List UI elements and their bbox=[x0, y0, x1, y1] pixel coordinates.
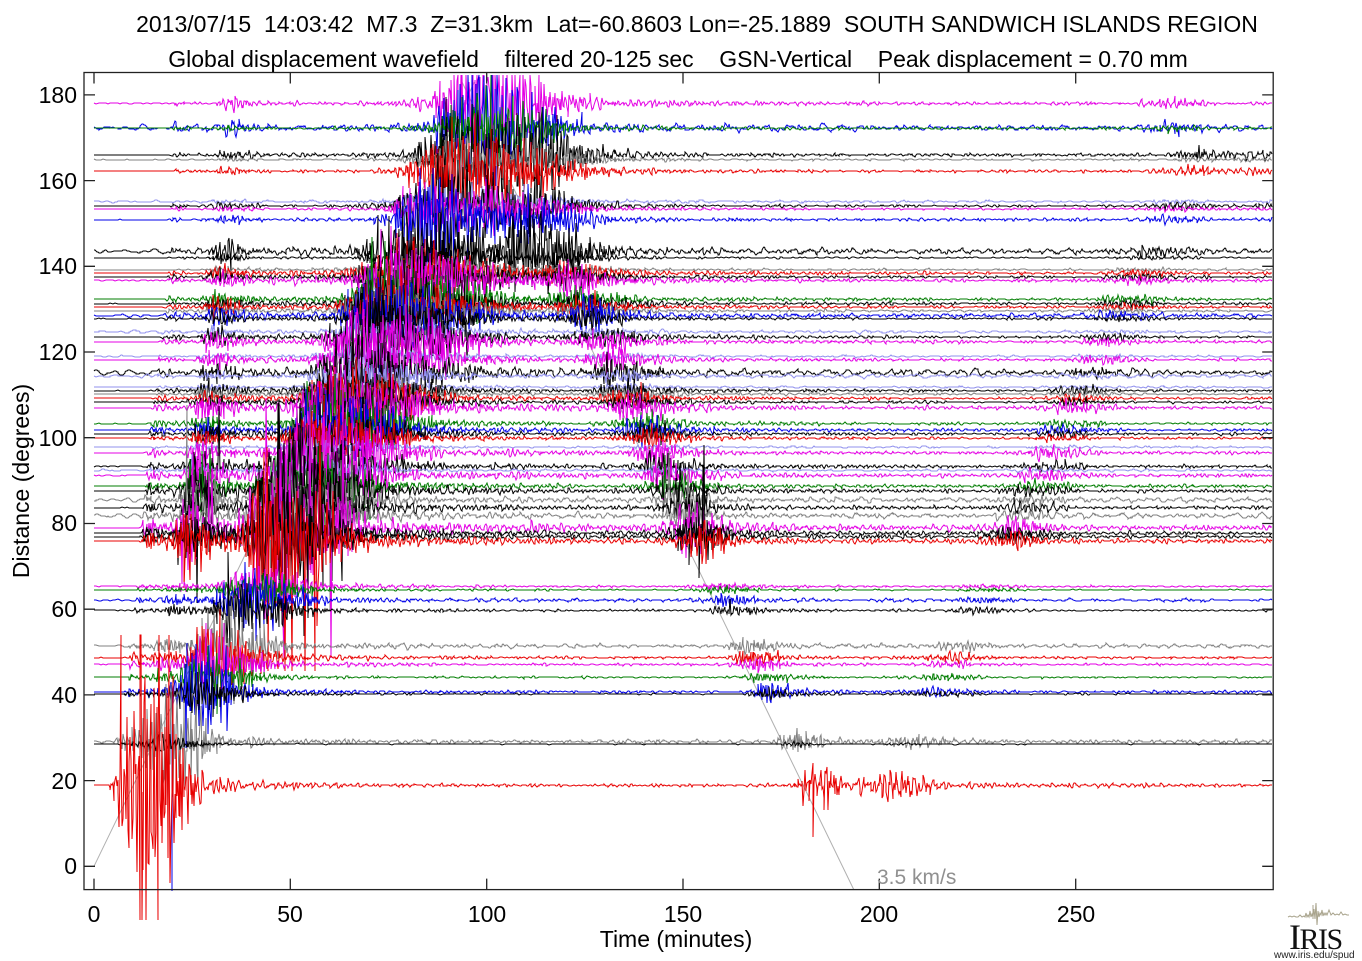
svg-text:180: 180 bbox=[39, 82, 77, 108]
svg-text:Time (minutes): Time (minutes) bbox=[600, 926, 753, 952]
svg-text:100: 100 bbox=[468, 901, 506, 927]
svg-text:60: 60 bbox=[51, 596, 77, 622]
svg-text:0: 0 bbox=[88, 901, 101, 927]
svg-text:Global displacement wavefield: Global displacement wavefield filtered 2… bbox=[168, 46, 1188, 72]
svg-text:www.iris.edu/spud: www.iris.edu/spud bbox=[1273, 950, 1355, 961]
svg-text:150: 150 bbox=[664, 901, 702, 927]
svg-text:Distance (degrees): Distance (degrees) bbox=[8, 384, 34, 578]
svg-text:200: 200 bbox=[860, 901, 898, 927]
svg-text:50: 50 bbox=[277, 901, 303, 927]
svg-text:20: 20 bbox=[51, 768, 77, 794]
svg-text:120: 120 bbox=[39, 339, 77, 365]
svg-text:80: 80 bbox=[51, 510, 77, 536]
svg-text:140: 140 bbox=[39, 253, 77, 279]
svg-text:3.5 km/s: 3.5 km/s bbox=[877, 866, 956, 889]
svg-text:100: 100 bbox=[39, 425, 77, 451]
svg-text:250: 250 bbox=[1057, 901, 1095, 927]
svg-text:160: 160 bbox=[39, 168, 77, 194]
svg-text:40: 40 bbox=[51, 682, 77, 708]
svg-text:2013/07/15 14:03:42 M7.3 Z=: 2013/07/15 14:03:42 M7.3 Z=31.3km Lat=-6… bbox=[136, 11, 1258, 37]
svg-text:IRIS: IRIS bbox=[1289, 917, 1342, 957]
svg-text:0: 0 bbox=[64, 853, 77, 879]
